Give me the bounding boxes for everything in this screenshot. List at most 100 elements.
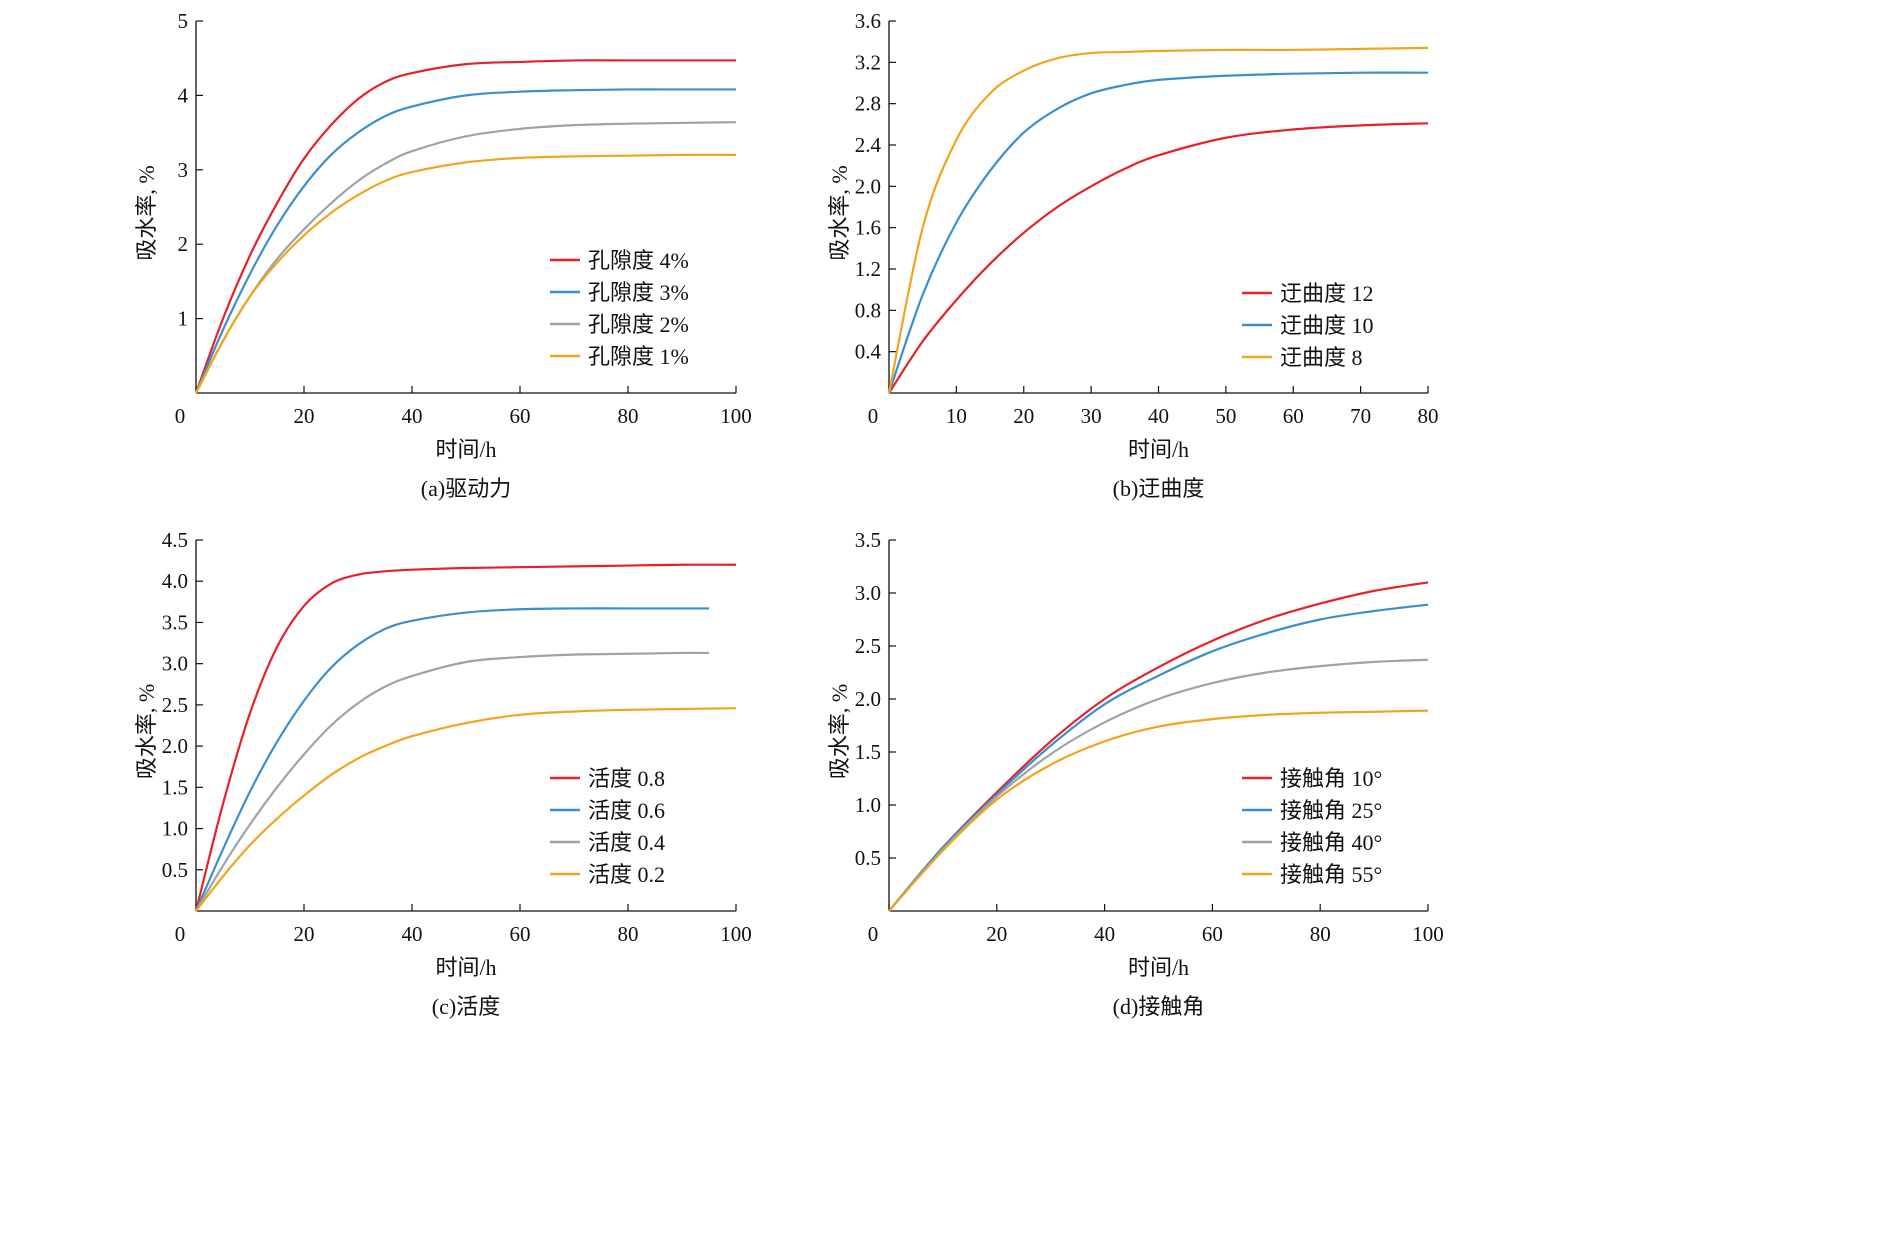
panel-c-series-line-3: [195, 651, 710, 912]
panel-a-legend-label-2: 孔隙度 3%: [588, 280, 689, 305]
panel-d-legend-label-1: 接触角 10°: [1280, 766, 1382, 791]
panel-b-x-tick-label: 10: [946, 404, 967, 428]
panel-a-legend-label-4: 孔隙度 1%: [588, 344, 689, 369]
panel-c-legend-label-3: 活度 0.4: [588, 830, 665, 855]
panel-c-y-tick-label: 0.5: [162, 858, 188, 882]
panel-d-legend-label-3: 接触角 40°: [1280, 830, 1382, 855]
panel-a: 1 2 3 4 5 0 20 40 60 80 100 时间/h 吸水率, % (a)驱动力 孔隙度 4% 孔…: [134, 9, 752, 501]
panel-b-x-tick-label: 0: [868, 404, 879, 428]
panel-d-series-line-3: [888, 658, 1429, 912]
panel-c-legend-label-4: 活度 0.2: [588, 862, 665, 887]
panel-d-x-tick-label: 60: [1202, 922, 1223, 946]
panel-c-y-tick-label: 1.0: [162, 817, 188, 841]
panel-a-y-tick-label: 2: [178, 232, 189, 256]
panel-d-y-tick-label: 3.0: [855, 581, 881, 605]
panel-d-x-axis-label: 时间/h: [1128, 955, 1189, 980]
panel-c-y-tick-label: 1.5: [162, 775, 188, 799]
panel-d-y-tick-label: 1.0: [855, 793, 881, 817]
panel-b-x-tick-label: 40: [1148, 404, 1169, 428]
panel-d-y-axis-label: 吸水率, %: [827, 684, 852, 779]
panel-a-series-line-4: [195, 153, 737, 394]
panel-d-series-line-4: [888, 709, 1429, 912]
panel-c-x-tick-label: 100: [720, 922, 752, 946]
panel-d-x-tick-label: 0: [868, 922, 879, 946]
panel-a-series-line-2: [194, 88, 736, 394]
panel-d-x-tick-label: 40: [1094, 922, 1115, 946]
panel-b-y-tick-label: 3.2: [855, 50, 881, 74]
panel-a-x-tick-label: 40: [402, 404, 423, 428]
panel-b-x-tick-label: 20: [1013, 404, 1034, 428]
panel-d-y-tick-label: 2.5: [855, 634, 881, 658]
figure: 1 2 3 4 5 0 20 40 60 80 100 时间/h 吸水率, % (a)驱动力 孔隙度 4% 孔…: [134, 9, 1444, 1019]
panel-b-y-tick-label: 0.8: [855, 298, 881, 322]
panel-b-legend-label-1: 迂曲度 12: [1280, 281, 1374, 306]
panel-d-y-tick-label: 0.5: [855, 846, 881, 870]
panel-b-y-axis-label: 吸水率, %: [827, 165, 852, 260]
panel-c-x-tick-label: 20: [294, 922, 315, 946]
panel-c-x-tick-label: 0: [175, 922, 186, 946]
panel-b-y-tick-label: 3.6: [855, 9, 881, 33]
panel-b-series-line-3: [887, 46, 1429, 394]
panel-d-caption: (d)接触角: [1113, 994, 1205, 1019]
panel-a-y-tick-label: 5: [178, 9, 189, 33]
panel-a-y-tick-label: 3: [178, 158, 189, 182]
panel-d-x-tick-label: 20: [986, 922, 1007, 946]
panel-b-x-tick-label: 80: [1418, 404, 1439, 428]
panel-b-y-tick-label: 2.4: [855, 133, 882, 157]
panel-c-x-tick-label: 60: [510, 922, 531, 946]
panel-d-legend-label-2: 接触角 25°: [1280, 798, 1382, 823]
panel-b-x-tick-label: 30: [1081, 404, 1102, 428]
panel-b-y-tick-label: 2.0: [855, 174, 881, 198]
panel-c-x-tick-label: 80: [618, 922, 639, 946]
panel-b-legend-label-2: 迂曲度 10: [1280, 313, 1374, 338]
panel-a-y-axis-label: 吸水率, %: [134, 165, 159, 260]
panel-b-caption: (b)迂曲度: [1113, 476, 1205, 501]
panel-a-x-axis-label: 时间/h: [435, 437, 496, 462]
panel-c-series-line-1: [194, 563, 737, 912]
panel-b-y-tick-label: 1.2: [855, 257, 881, 281]
panel-c-y-tick-label: 3.0: [162, 652, 188, 676]
panel-a-x-tick-label: 0: [175, 404, 186, 428]
panel-a-y-tick-label: 4: [178, 83, 189, 107]
panel-d-legend-label-4: 接触角 55°: [1280, 862, 1382, 887]
panel-a-x-tick-label: 100: [720, 404, 752, 428]
panel-a-x-tick-label: 60: [510, 404, 531, 428]
panel-c-y-tick-label: 2.5: [162, 693, 188, 717]
panel-b-y-tick-label: 2.8: [855, 92, 881, 116]
panel-d-y-tick-label: 3.5: [855, 528, 881, 552]
panel-c-legend-label-1: 活度 0.8: [588, 766, 665, 791]
panel-d-y-tick-label: 1.5: [855, 740, 881, 764]
panel-a-series-line-1: [194, 59, 736, 394]
panel-c-x-axis-label: 时间/h: [435, 955, 496, 980]
panel-c-legend-label-2: 活度 0.6: [588, 798, 665, 823]
panel-b-y-tick-label: 0.4: [855, 340, 882, 364]
panel-b-x-tick-label: 70: [1350, 404, 1371, 428]
panel-a-y-tick-label: 1: [178, 307, 189, 331]
panel-b: 0.4 0.8 1.2 1.6 2.0 2.4 2.8 3.2 3.6 0 10 20 30 40 50 60…: [827, 9, 1439, 501]
panel-a-legend-label-3: 孔隙度 2%: [588, 312, 689, 337]
panel-a-x-tick-label: 80: [618, 404, 639, 428]
panel-b-series-line-2: [887, 71, 1429, 394]
panel-b-series-line-1: [888, 122, 1429, 394]
panel-c-y-tick-label: 3.5: [162, 610, 188, 634]
panel-c-series-line-2: [194, 607, 709, 912]
panel-d: 0.5 1.0 1.5 2.0 2.5 3.0 3.5 0 20 40 60 80 100 时间/h 吸水率…: [827, 528, 1444, 1019]
panel-c-y-tick-label: 2.0: [162, 734, 188, 758]
panel-c-caption: (c)活度: [432, 994, 500, 1019]
panel-b-y-tick-label: 1.6: [855, 216, 881, 240]
panel-d-series-line-2: [888, 603, 1429, 912]
panel-c-y-tick-label: 4.5: [162, 528, 188, 552]
panel-b-x-axis-label: 时间/h: [1128, 437, 1189, 462]
panel-a-x-tick-label: 20: [294, 404, 315, 428]
panel-b-x-tick-label: 50: [1215, 404, 1236, 428]
panel-d-x-tick-label: 80: [1310, 922, 1331, 946]
panel-d-y-tick-label: 2.0: [855, 687, 881, 711]
panel-c-series-line-4: [195, 707, 737, 912]
panel-c-y-tick-label: 4.0: [162, 569, 188, 593]
panel-b-legend-label-3: 迂曲度 8: [1280, 345, 1363, 370]
panel-d-x-tick-label: 100: [1412, 922, 1444, 946]
panel-b-x-tick-label: 60: [1283, 404, 1304, 428]
panel-c-y-axis-label: 吸水率, %: [134, 684, 159, 779]
panel-c: 0.5 1.0 1.5 2.0 2.5 3.0 3.5 4.0 4.5 0 20 40 60 80 100 时…: [134, 528, 752, 1019]
